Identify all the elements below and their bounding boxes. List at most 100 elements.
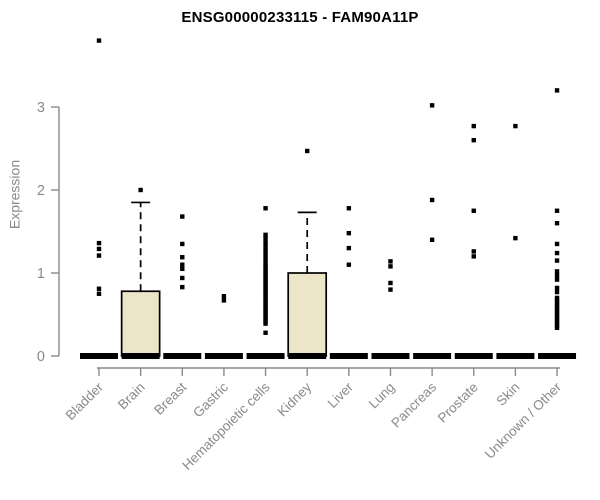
data-point <box>513 123 518 129</box>
data-point <box>554 208 560 213</box>
x-category-label: Unknown / Other <box>482 379 565 462</box>
data-point <box>554 285 560 291</box>
data-point <box>263 301 268 306</box>
data-point <box>554 295 560 301</box>
data-point <box>96 286 102 291</box>
data-point <box>554 269 560 274</box>
data-point <box>554 277 560 282</box>
box <box>120 290 161 357</box>
data-point <box>263 330 268 335</box>
data-point <box>471 249 476 254</box>
data-point <box>554 273 560 278</box>
data-point <box>346 230 352 236</box>
median-bar <box>288 353 327 359</box>
data-point <box>263 266 268 272</box>
data-point <box>388 259 393 264</box>
data-point <box>180 284 185 290</box>
x-category-label: Breast <box>151 379 189 417</box>
x-category-label: Gastric <box>190 379 231 420</box>
data-point <box>96 246 102 252</box>
data-point <box>96 291 102 296</box>
data-point <box>221 294 227 299</box>
median-bar <box>80 353 118 359</box>
y-tick-label: 2 <box>37 183 45 199</box>
data-point <box>263 311 268 316</box>
data-point <box>263 247 268 252</box>
median-bar <box>121 353 160 359</box>
median-bar <box>204 353 243 359</box>
data-point <box>263 313 268 319</box>
data-point <box>388 280 393 286</box>
data-point <box>471 208 476 213</box>
median-bar <box>413 353 452 359</box>
data-point <box>180 275 185 281</box>
median-bar <box>454 353 493 359</box>
data-point <box>263 232 268 238</box>
data-point <box>263 257 268 262</box>
x-category-label: Prostate <box>435 380 481 426</box>
data-point <box>554 313 560 318</box>
data-point <box>263 269 268 274</box>
data-point <box>263 250 268 256</box>
data-point <box>263 274 268 279</box>
box <box>287 272 328 357</box>
data-point <box>554 305 560 311</box>
data-point <box>554 300 560 306</box>
x-category-label: Bladder <box>63 379 107 423</box>
median-bar <box>496 353 535 359</box>
data-point <box>221 298 227 303</box>
data-point <box>554 308 560 313</box>
data-point <box>513 235 518 241</box>
data-point <box>554 258 560 263</box>
data-point <box>263 260 268 266</box>
data-point <box>554 320 560 325</box>
data-point <box>554 298 560 303</box>
data-point <box>429 237 435 242</box>
data-point <box>263 240 268 245</box>
chart-title: ENSG00000233115 - FAM90A11P <box>181 9 419 26</box>
data-point <box>263 235 268 241</box>
data-point <box>346 262 352 267</box>
data-point <box>263 284 268 289</box>
data-point <box>388 287 393 292</box>
data-point <box>554 289 560 295</box>
data-point <box>554 325 560 330</box>
median-bar <box>163 353 202 359</box>
data-point <box>554 310 560 316</box>
x-category-label: Lung <box>366 380 398 412</box>
data-point <box>263 316 268 321</box>
x-category-label: Skin <box>493 380 522 409</box>
median-bar <box>371 353 410 359</box>
x-category-label: Kidney <box>275 379 315 419</box>
data-point <box>554 318 560 323</box>
data-point <box>138 187 143 193</box>
data-point <box>305 148 310 154</box>
data-point <box>346 206 352 211</box>
data-point <box>346 245 352 251</box>
data-point <box>263 276 268 282</box>
data-point <box>180 255 185 260</box>
data-point <box>471 138 476 143</box>
data-point <box>429 197 435 203</box>
median-bar <box>329 353 368 359</box>
data-point <box>263 206 268 211</box>
data-point <box>388 264 393 269</box>
data-point <box>263 321 268 326</box>
y-tick-label: 3 <box>37 100 45 116</box>
data-point <box>263 308 268 314</box>
data-point <box>96 240 102 246</box>
data-point <box>429 103 435 108</box>
data-point <box>263 271 268 277</box>
x-category-label: Pancreas <box>388 379 439 430</box>
y-tick-label: 0 <box>37 349 45 365</box>
data-point <box>554 323 560 328</box>
data-point <box>263 291 268 296</box>
data-point <box>554 241 560 247</box>
data-point <box>180 262 185 267</box>
data-point <box>180 214 185 219</box>
data-point <box>263 299 268 304</box>
data-point <box>263 289 268 294</box>
data-point <box>263 296 268 301</box>
